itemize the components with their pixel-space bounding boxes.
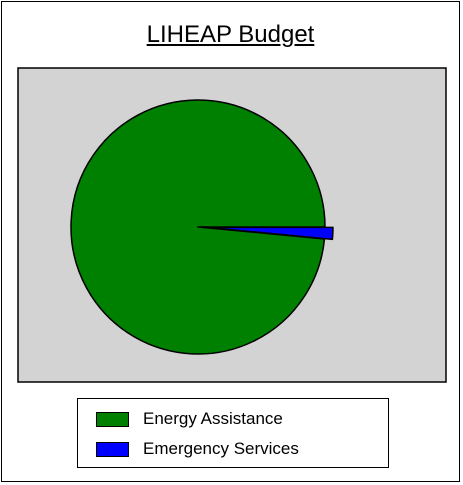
legend-label-emergency-services: Emergency Services xyxy=(143,439,299,458)
legend-swatch-emergency-services xyxy=(96,441,129,457)
legend: Energy Assistance Emergency Services xyxy=(77,398,389,468)
legend-swatch-energy-assistance xyxy=(96,411,129,427)
pie-slices xyxy=(70,99,334,355)
legend-item-energy-assistance: Energy Assistance xyxy=(96,407,283,431)
pie-slice-emergency-services xyxy=(205,226,334,241)
legend-label-energy-assistance: Energy Assistance xyxy=(143,409,283,428)
chart-title: LIHEAP Budget xyxy=(146,21,315,48)
pie-slice-energy-assistance xyxy=(70,99,326,355)
legend-item-emergency-services: Emergency Services xyxy=(96,437,299,461)
